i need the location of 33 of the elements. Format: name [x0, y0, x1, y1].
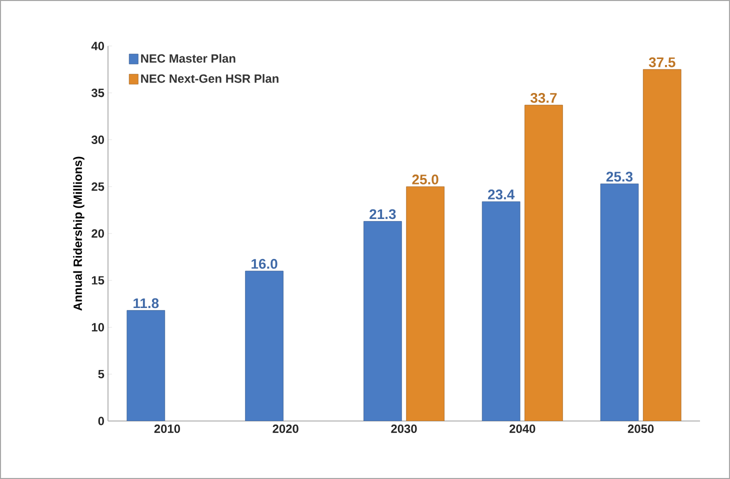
- x-tick-label: 2010: [154, 424, 180, 433]
- y-tick-label: 35: [91, 88, 104, 98]
- data-label: 23.4: [488, 190, 515, 200]
- y-axis-title: Annual Ridership (Millions): [73, 156, 84, 311]
- y-tick-label: 40: [91, 42, 104, 50]
- y-tick-label: 0: [98, 416, 104, 426]
- bar: [524, 104, 563, 421]
- data-label: 37.5: [648, 57, 676, 68]
- bar: [482, 201, 520, 421]
- x-tick-label: 2050: [628, 424, 654, 433]
- legend-label: NEC Master Plan: [141, 54, 236, 63]
- y-tick-label: 20: [92, 229, 104, 238]
- x-tick-label: 2020: [272, 424, 298, 433]
- data-label: 33.7: [530, 92, 557, 103]
- y-tick-label: 25: [92, 182, 104, 191]
- data-label: 16.0: [252, 258, 278, 269]
- y-tick-label: 30: [91, 136, 104, 144]
- y-tick-label: 5: [98, 370, 104, 378]
- bar: [364, 221, 402, 421]
- y-tick-label: 10: [92, 323, 104, 332]
- bar: [245, 270, 284, 421]
- data-label: 21.3: [370, 209, 396, 220]
- data-label: 25.0: [412, 174, 438, 184]
- bar: [600, 184, 639, 421]
- bar: [642, 69, 682, 421]
- y-tick-label: 15: [92, 276, 104, 285]
- bar: [126, 310, 166, 421]
- data-label: 25.3: [606, 172, 633, 182]
- x-tick-label: 2040: [510, 424, 536, 433]
- legend-label: NEC Next-Gen HSR Plan: [141, 74, 278, 83]
- data-label: 11.8: [134, 298, 159, 308]
- bar: [406, 186, 444, 421]
- x-tick-label: 2030: [391, 424, 417, 434]
